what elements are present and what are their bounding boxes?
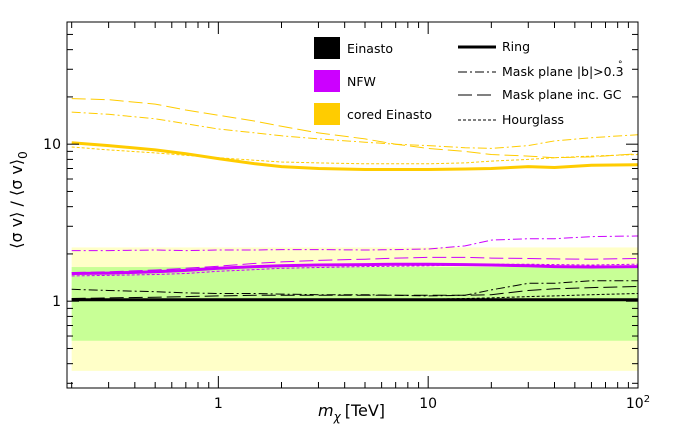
legend-label-cored-einasto: cored Einasto — [347, 107, 432, 122]
series-cored-einasto-mask-plane-b-0-3 — [71, 111, 639, 149]
series-einasto-hourglass — [71, 293, 639, 301]
legend-swatch-nfw — [314, 70, 340, 92]
y-tick-label: 1 — [52, 294, 61, 310]
legend-label-einasto: Einasto — [347, 41, 393, 56]
series-cored-einasto-hourglass — [71, 146, 639, 165]
x-tick-label: 1 — [214, 396, 223, 412]
legend-label-mask-plane-gc: Mask plane inc. GC — [502, 87, 622, 102]
series-einasto-mask-plane-b-0-3 — [71, 280, 638, 297]
legend-label-hourglass: Hourglass — [502, 112, 564, 127]
series-cored-einasto-mask-plane-inc-gc — [71, 98, 639, 159]
legend-swatch-cored-einasto — [314, 103, 340, 125]
legend-profiles: Einasto NFW cored Einasto — [314, 37, 432, 125]
legend-degree-symbol: ° — [618, 60, 623, 70]
series-nfw-ring — [71, 262, 639, 275]
x-tick-label: 10 — [419, 396, 437, 412]
legend-label-ring: Ring — [502, 39, 530, 54]
confidence-bands — [71, 247, 639, 371]
series-nfw-mask-plane-b-0-3 — [71, 235, 639, 252]
plot-frame — [66, 21, 639, 389]
y-tick-label: 10 — [43, 137, 61, 153]
x-tick-label-exponent: 2 — [644, 394, 650, 405]
series-nfw-mask-plane-inc-gc — [71, 256, 639, 274]
legend-line-styles: Ring Mask plane |b|>0.3 ° Mask plane inc… — [458, 39, 624, 127]
series-lines — [71, 98, 639, 302]
series-cored-einasto-ring — [71, 141, 639, 171]
series-nfw-hourglass — [71, 263, 639, 277]
series-einasto-mask-plane-inc-gc — [71, 286, 639, 299]
1-sigma-band — [71, 267, 639, 341]
x-axis-title: mχ [TeV] — [318, 401, 385, 424]
axis-ticks — [67, 21, 639, 388]
legend-label-mask-plane-b: Mask plane |b|>0.3 — [502, 64, 624, 79]
legend-label-nfw: NFW — [347, 74, 376, 89]
y-axis-title: ⟨σ v⟩ / ⟨σ v⟩0 — [7, 151, 30, 249]
legend-swatch-einasto — [314, 37, 340, 59]
